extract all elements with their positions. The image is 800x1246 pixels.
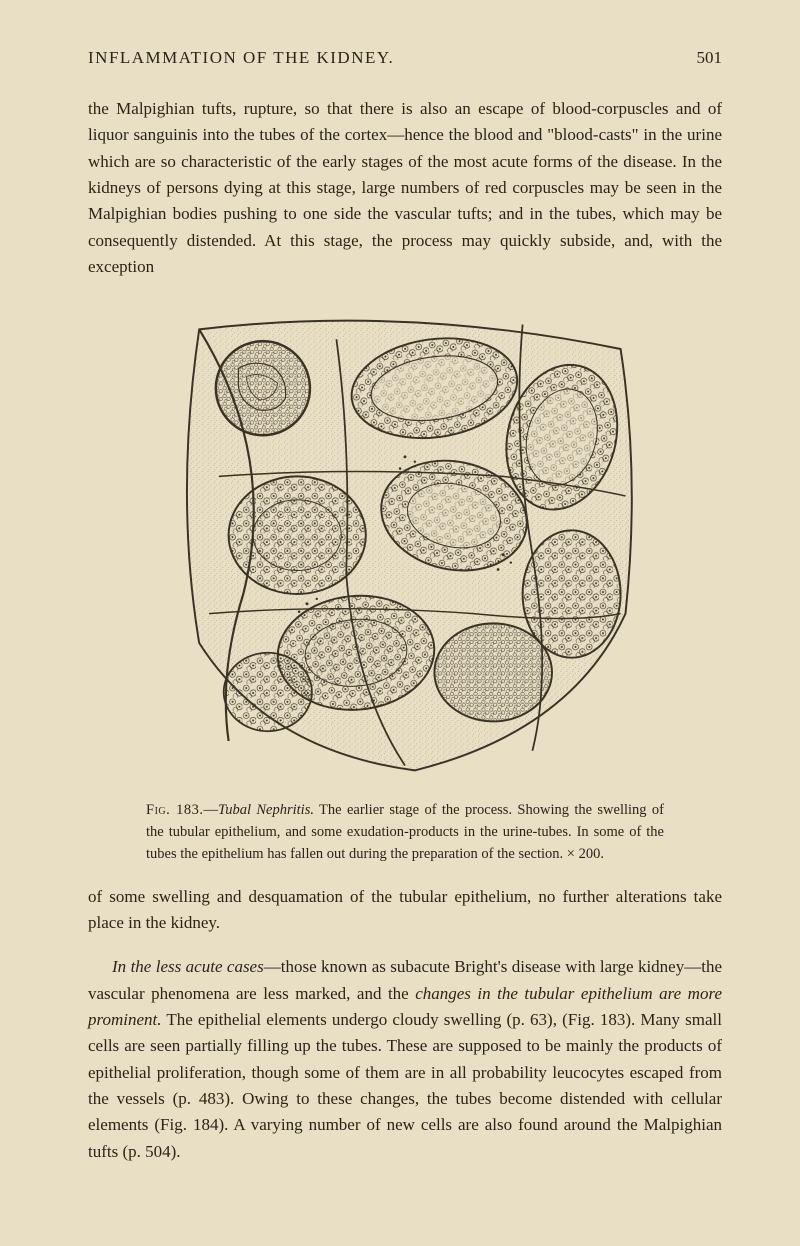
nephritis-drawing xyxy=(160,300,650,790)
figure-183: Fig. 183.—Tubal Nephritis. The earlier s… xyxy=(88,300,722,865)
figure-label: Fig. 183. xyxy=(146,802,203,818)
page-header: INFLAMMATION OF THE KIDNEY. 501 xyxy=(88,48,722,68)
paragraph-3: In the less acute cases—those known as s… xyxy=(88,954,722,1165)
figure-caption: Fig. 183.—Tubal Nephritis. The earlier s… xyxy=(88,790,722,865)
chapter-title: INFLAMMATION OF THE KIDNEY. xyxy=(88,48,394,68)
page-number: 501 xyxy=(697,48,723,68)
paragraph-1: the Malpighian tufts, rupture, so that t… xyxy=(88,96,722,280)
figure-title: Tubal Nephritis. xyxy=(218,802,314,818)
figure-illustration xyxy=(160,300,650,790)
para3-lead: In the less acute cases xyxy=(112,957,264,976)
para3-text-b: The epithelial elements undergo cloudy s… xyxy=(88,1010,722,1161)
paragraph-2: of some swelling and desquamation of the… xyxy=(88,884,722,937)
